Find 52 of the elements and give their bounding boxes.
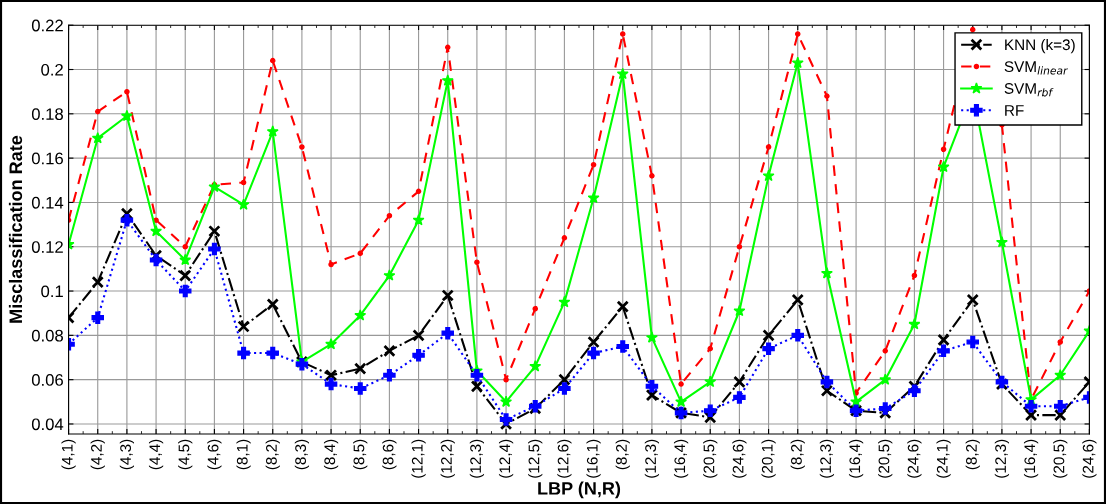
x-tick-label: (12,3)	[994, 439, 1010, 478]
y-tick-label: 0.18	[31, 108, 63, 121]
x-tick-label: (16,4)	[673, 439, 689, 478]
x-tick-label: (4,2)	[90, 439, 105, 470]
x-tick-label: (12,5)	[528, 439, 543, 478]
x-tick-label: (16,4)	[1023, 439, 1039, 478]
y-tick-label: 0.08	[31, 329, 63, 342]
x-tick-label: (8,2)	[965, 439, 980, 470]
x-tick-label: (24,6)	[907, 439, 922, 478]
x-tick-label: (8,2)	[790, 439, 805, 470]
x-tick-label: (24,6)	[732, 439, 747, 478]
x-tick-label: (12,4)	[498, 439, 514, 478]
x-tick-label: (8,6)	[382, 439, 397, 470]
x-tick-label: (24,6)	[1082, 439, 1097, 478]
legend-label: SVM$_{rbf}$	[1004, 83, 1054, 97]
x-tick-label: (8,2)	[265, 439, 280, 470]
y-tick-label: 0.04	[31, 418, 64, 431]
y-tick-label: 0.16	[31, 152, 63, 165]
x-tick-label: (4,5)	[178, 439, 193, 470]
x-tick-label: (8,5)	[353, 439, 368, 470]
x-tick-label: (12,3)	[469, 439, 485, 478]
x-tick-label: (8,2)	[615, 439, 630, 470]
y-tick-label: 0.22	[31, 19, 63, 32]
x-tick-label: (8,3)	[294, 439, 310, 470]
y-tick-label: 0.14	[31, 196, 64, 209]
x-tick-label: (12,3)	[644, 439, 660, 478]
x-tick-label: (8,4)	[323, 439, 339, 470]
y-tick-label: 0.1	[41, 285, 63, 298]
y-tick-label: 0.2	[41, 63, 63, 76]
y-axis-title: Misclassification Rate	[8, 135, 23, 323]
x-tick-label: (20,5)	[1053, 439, 1068, 478]
y-tick-label: 0.12	[31, 241, 63, 253]
x-tick-label: (20,1)	[761, 439, 776, 478]
legend-label: KNN (k=3)	[1005, 38, 1075, 54]
x-tick-label: (24,1)	[936, 439, 951, 478]
x-tick-label: (16,4)	[848, 439, 864, 478]
x-tick-label: (8,1)	[236, 439, 251, 470]
y-tick-label: 0.06	[31, 374, 63, 386]
x-tick-label: (4,6)	[207, 439, 222, 470]
legend-label: SVM$_{linear}$	[1004, 61, 1068, 75]
x-tick-label: (12,3)	[819, 439, 835, 478]
x-tick-label: (16,1)	[586, 439, 601, 478]
x-axis-title: LBP (N,R)	[538, 481, 621, 499]
x-tick-label: (4,4)	[148, 439, 164, 470]
legend-label: RF	[1005, 105, 1024, 116]
x-tick-label: (4,3)	[119, 439, 135, 470]
x-tick-label: (20,5)	[878, 439, 893, 478]
x-tick-label: (12,2)	[440, 439, 455, 478]
x-tick-label: (20,5)	[703, 439, 718, 478]
x-tick-label: (12,6)	[557, 439, 572, 478]
x-tick-label: (12,1)	[411, 439, 426, 478]
x-tick-label: (4,1)	[61, 439, 76, 470]
